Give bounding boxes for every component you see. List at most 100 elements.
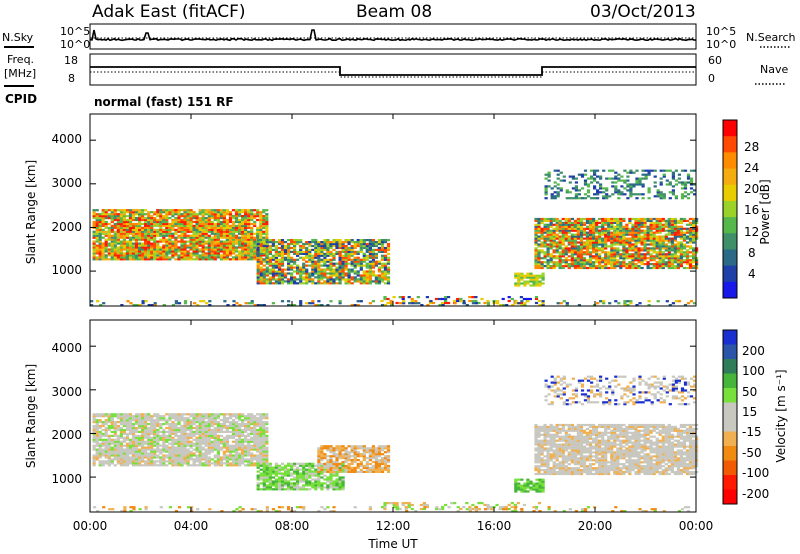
power-cell: [219, 213, 223, 216]
power-cell: [676, 245, 680, 248]
velocity-cell: [95, 454, 99, 457]
power-cell: [101, 220, 105, 224]
power-cell: [588, 219, 593, 222]
power-cell: [168, 222, 172, 226]
velocity-cell: [171, 413, 175, 416]
power-cell: [174, 228, 178, 231]
power-cell: [543, 227, 547, 230]
power-cell: [588, 221, 593, 224]
power-cell: [383, 296, 387, 299]
power-cell: [216, 236, 220, 239]
velocity-cell: [165, 421, 169, 424]
power-cell: [186, 220, 190, 224]
power-cell: [241, 209, 245, 212]
power-cell: [207, 254, 211, 257]
power-cell: [147, 217, 151, 220]
power-cell: [695, 261, 699, 264]
velocity-cell: [95, 458, 99, 461]
power-cell: [323, 280, 327, 283]
power-cell: [198, 248, 202, 251]
power-cell: [567, 243, 571, 246]
power-cell: [604, 219, 608, 222]
velocity-cell: [171, 454, 175, 457]
power-cell: [598, 231, 602, 234]
power-cell: [144, 240, 148, 243]
velocity-cell: [134, 434, 139, 437]
power-cell: [643, 263, 647, 266]
power-cell: [598, 265, 602, 268]
power-cell: [183, 300, 188, 303]
power-cell: [353, 304, 357, 307]
power-cell: [156, 240, 160, 243]
power-cbar-tick-20: 20: [744, 182, 759, 196]
power-cell: [305, 252, 309, 255]
power-cell: [201, 256, 205, 259]
velocity-cell: [174, 442, 178, 445]
power-cell: [259, 262, 263, 265]
power-cell: [543, 239, 547, 242]
power-cell: [219, 236, 223, 239]
power-cell: [383, 256, 388, 259]
power-cell: [153, 248, 157, 251]
velocity-cell: [153, 460, 157, 463]
power-cell: [646, 229, 650, 232]
power-cell: [641, 169, 645, 172]
power-cell: [280, 282, 285, 285]
power-cell: [635, 179, 639, 182]
power-cell: [192, 246, 196, 249]
power-cell: [317, 254, 321, 257]
power-cell: [679, 225, 683, 228]
velocity-cell: [131, 448, 136, 451]
power-cell: [570, 245, 574, 248]
power-cell: [317, 278, 321, 281]
power-cell: [585, 225, 590, 228]
power-cell: [362, 278, 366, 281]
velocity-cell: [186, 417, 190, 420]
power-cell: [244, 228, 248, 231]
power-cell: [692, 231, 696, 234]
power-cell: [250, 258, 254, 261]
power-cell: [347, 248, 351, 251]
power-cell: [583, 173, 588, 176]
power-cell: [685, 259, 690, 262]
power-cell: [371, 258, 375, 261]
power-cell: [541, 274, 545, 277]
power-ytick-1000: 1000: [51, 263, 82, 277]
power-cell: [183, 302, 188, 305]
power-cell: [110, 234, 114, 237]
power-cell: [665, 300, 669, 303]
power-cell: [546, 245, 550, 248]
power-cell: [314, 250, 318, 253]
power-cell: [595, 245, 599, 248]
power-cell: [634, 241, 638, 244]
velocity-cell: [138, 444, 142, 447]
power-cell: [689, 177, 694, 180]
power-cell: [610, 231, 614, 234]
velocity-cell: [138, 442, 142, 445]
velocity-cell: [201, 440, 205, 443]
power-cell: [570, 225, 574, 228]
power-cell: [262, 217, 266, 220]
power-cell: [623, 300, 627, 303]
velocity-cell: [107, 434, 111, 437]
power-cell: [613, 235, 617, 238]
power-cell: [95, 256, 99, 259]
power-cell: [604, 253, 608, 256]
power-cell: [570, 239, 574, 242]
power-colorbar-swatch-8: [723, 249, 737, 267]
velocity-cell: [119, 434, 123, 437]
power-cell: [150, 211, 154, 214]
power-cell: [253, 209, 257, 212]
power-cell: [571, 175, 575, 178]
power-cell: [268, 280, 272, 283]
power-cell: [131, 246, 136, 249]
power-cell: [177, 228, 181, 231]
power-cell: [614, 175, 618, 178]
power-cell: [643, 239, 647, 242]
power-cell: [247, 232, 251, 235]
power-cell: [213, 258, 217, 261]
power-cell: [277, 276, 282, 279]
power-cell: [628, 217, 632, 221]
power-cell: [195, 232, 199, 235]
power-cell: [323, 260, 327, 263]
